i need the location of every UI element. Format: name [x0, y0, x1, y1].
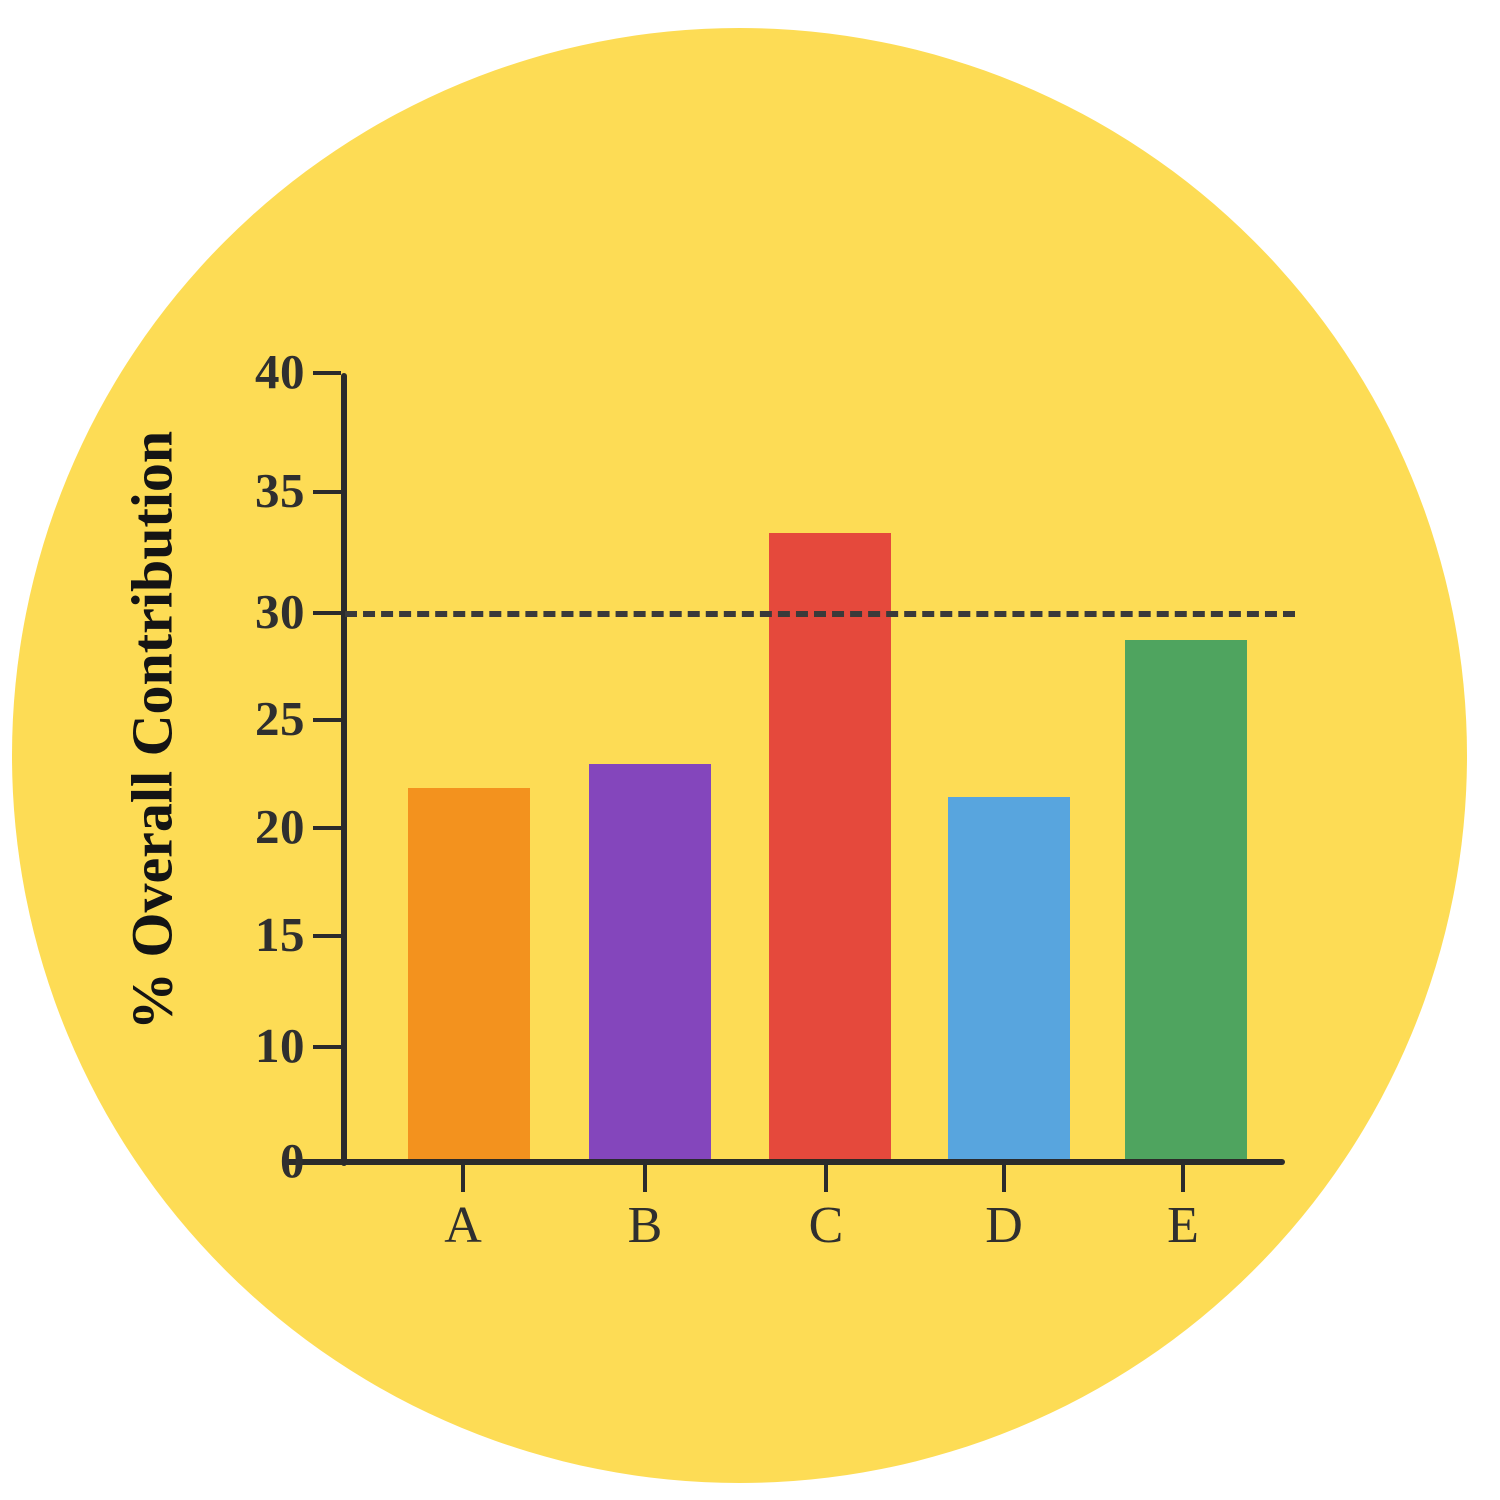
- x-tick-b: [643, 1165, 647, 1192]
- y-tick-label-40: 40: [255, 344, 305, 399]
- y-tick-15: [313, 934, 341, 938]
- y-tick-10: [313, 1045, 341, 1049]
- y-tick-label-15: 15: [255, 907, 305, 962]
- y-tick-20: [313, 826, 341, 830]
- bar-d[interactable]: [948, 797, 1070, 1159]
- x-tick-c: [824, 1165, 828, 1192]
- y-tick-label-25: 25: [255, 691, 305, 746]
- y-tick-30: [313, 611, 341, 615]
- bar-a[interactable]: [408, 788, 530, 1159]
- y-tick-0: [313, 1160, 341, 1164]
- y-axis-title: % Overall Contribution: [119, 430, 185, 1031]
- x-tick-label-e: E: [1167, 1197, 1199, 1254]
- threshold-line-30: [345, 611, 1295, 617]
- x-tick-label-a: A: [444, 1197, 482, 1254]
- y-tick-25: [313, 718, 341, 722]
- x-tick-label-d: D: [985, 1197, 1023, 1254]
- y-tick-label-20: 20: [255, 799, 305, 854]
- y-tick-label-0: 0: [280, 1133, 305, 1188]
- y-axis-line: [341, 373, 347, 1166]
- y-tick-label-30: 30: [255, 584, 305, 639]
- y-tick-label-35: 35: [255, 463, 305, 518]
- x-tick-label-c: C: [808, 1197, 844, 1254]
- x-tick-a: [461, 1165, 465, 1192]
- bar-b[interactable]: [589, 764, 711, 1159]
- bar-c[interactable]: [769, 533, 891, 1159]
- x-tick-d: [1002, 1165, 1006, 1192]
- bar-e[interactable]: [1125, 640, 1247, 1159]
- y-tick-label-10: 10: [255, 1018, 305, 1073]
- x-axis-line: [285, 1159, 1285, 1165]
- x-tick-e: [1181, 1165, 1185, 1192]
- y-tick-35: [313, 490, 341, 494]
- x-tick-label-b: B: [627, 1197, 663, 1254]
- y-tick-40: [313, 371, 341, 375]
